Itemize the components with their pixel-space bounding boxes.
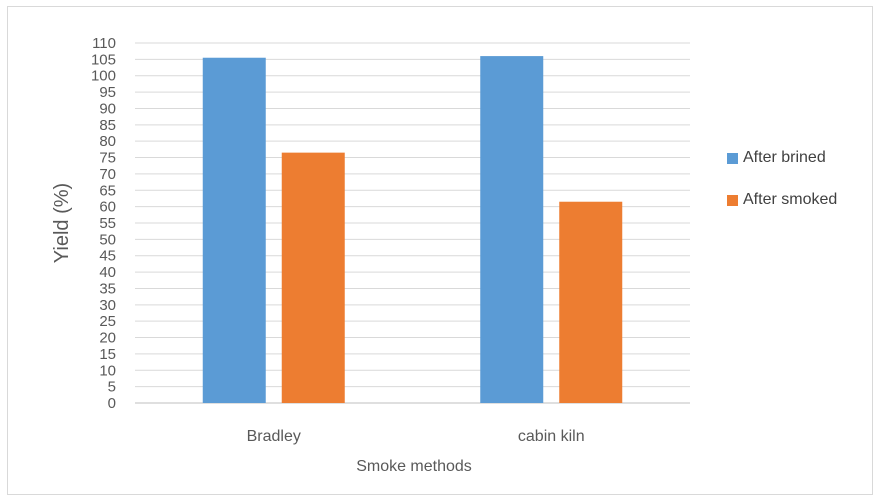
chart-frame — [7, 6, 873, 495]
y-tick-label: 85 — [99, 117, 116, 134]
y-tick-label: 110 — [92, 35, 116, 52]
y-tick-label: 105 — [91, 51, 116, 68]
y-tick-label: 25 — [99, 313, 116, 330]
legend-swatch-after-brined — [727, 152, 738, 164]
bar-after-brined-cabin-kiln — [480, 56, 544, 403]
y-tick-label: 40 — [99, 264, 116, 281]
bars — [202, 56, 623, 404]
legend-item-after-brined: After brined — [727, 148, 837, 168]
y-tick-label: 20 — [99, 330, 116, 347]
y-tick-label: 100 — [91, 68, 116, 85]
y-tick-label: 5 — [108, 379, 116, 396]
y-tick-label: 65 — [99, 182, 116, 199]
y-tick-label: 30 — [99, 297, 116, 314]
bar-after-brined-bradley — [202, 57, 266, 404]
y-tick-label: 75 — [99, 150, 116, 167]
y-tick-label: 90 — [99, 100, 116, 117]
y-tick-label: 0 — [108, 395, 116, 412]
x-tick-labels: Bradley cabin kiln — [247, 428, 585, 445]
bar-after-smoked-cabin-kiln — [559, 201, 623, 403]
y-tick-label: 60 — [99, 199, 116, 216]
legend: After brined After smoked — [727, 148, 837, 232]
y-tick-label: 95 — [99, 84, 116, 101]
y-tick-label: 70 — [99, 166, 116, 183]
y-tick-label: 10 — [99, 362, 116, 379]
x-axis-title: Smoke methods — [356, 458, 472, 475]
y-tick-label: 80 — [99, 133, 116, 150]
y-tick-label: 35 — [99, 280, 116, 297]
y-tick-label: 55 — [99, 215, 116, 232]
x-tick-label: cabin kiln — [518, 428, 585, 445]
bar-after-smoked-bradley — [281, 152, 345, 403]
legend-swatch-after-smoked — [727, 194, 738, 206]
y-tick-label: 15 — [99, 346, 116, 363]
legend-label: After smoked — [743, 191, 838, 208]
y-tick-label: 50 — [99, 231, 116, 248]
legend-label: After brined — [743, 149, 826, 166]
x-tick-label: Bradley — [247, 428, 301, 445]
legend-item-after-smoked: After smoked — [727, 190, 837, 210]
y-tick-label: 45 — [99, 248, 116, 265]
y-axis-title: Yield (%) — [51, 183, 73, 263]
y-tick-labels: 0510152025303540455055606570758085909510… — [91, 35, 116, 412]
